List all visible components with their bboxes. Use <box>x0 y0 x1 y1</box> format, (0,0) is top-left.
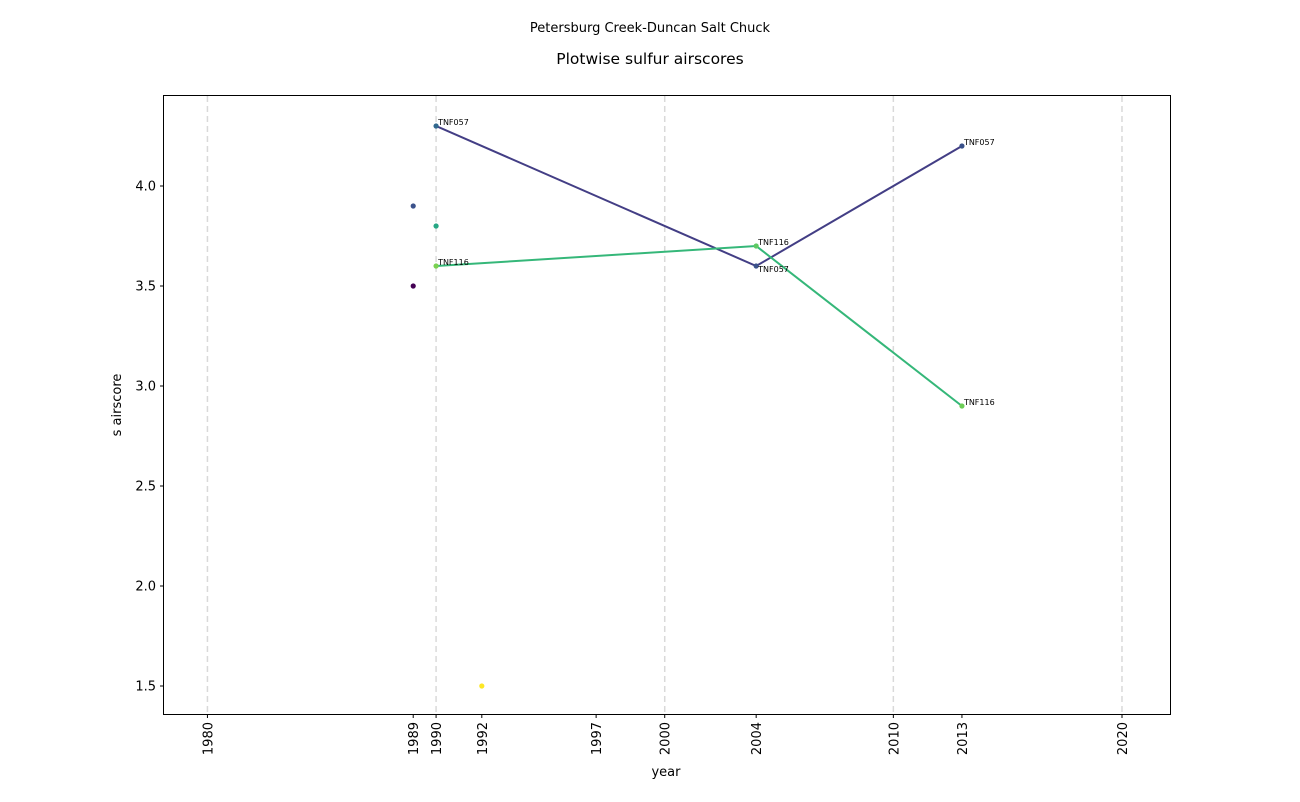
x-axis-ticks: 1980 1989 1990 1992 1997 2000 2004 2010 2013 2020 <box>201 714 1131 755</box>
data-point-8 <box>959 143 965 149</box>
data-point-4 <box>410 283 416 289</box>
x-tick-label-2010: 2010 <box>887 722 902 755</box>
y-tick-label-4: 3.5 <box>135 280 156 295</box>
data-point-6 <box>753 243 759 249</box>
point-label-1-0: TNF116 <box>437 258 469 267</box>
y-tick-label-1: 2.0 <box>135 580 156 595</box>
x-tick-label-2000: 2000 <box>659 722 674 755</box>
y-tick-label-2: 2.5 <box>135 480 156 495</box>
point-labels: TNF057 TNF057 TNF057 TNF116 TNF116 TNF116 <box>437 118 995 407</box>
y-tick-label-0: 1.5 <box>135 680 156 695</box>
series-line-1 <box>436 244 963 407</box>
data-point-3 <box>433 263 439 269</box>
data-point-9 <box>959 403 965 409</box>
point-label-1-1: TNF116 <box>757 238 789 247</box>
y-axis-ticks: 1.5 2.0 2.5 3.0 3.5 4.0 <box>135 180 164 695</box>
x-tick-label-2020: 2020 <box>1116 722 1131 755</box>
x-tick-label-2013: 2013 <box>956 722 971 755</box>
data-point-5 <box>479 683 485 689</box>
x-tick-label-2004: 2004 <box>750 722 765 755</box>
x-axis-label: year <box>651 765 681 780</box>
x-tick-label-1992: 1992 <box>476 722 491 755</box>
y-axis-label: s airscore <box>110 374 125 437</box>
chart-title: Plotwise sulfur airscores <box>556 50 743 68</box>
data-point-7 <box>753 263 759 269</box>
data-points <box>410 123 965 689</box>
data-point-1 <box>410 203 416 209</box>
point-label-0-1: TNF057 <box>757 265 789 274</box>
series-line-0 <box>435 125 963 268</box>
plot-frame <box>163 95 1171 715</box>
x-tick-label-1990: 1990 <box>430 722 445 755</box>
point-label-1-2: TNF116 <box>963 398 995 407</box>
x-tick-label-1980: 1980 <box>201 722 216 755</box>
gridlines <box>206 96 1123 714</box>
y-tick-label-5: 4.0 <box>135 180 156 195</box>
x-tick-label-1989: 1989 <box>407 722 422 755</box>
y-tick-label-3: 3.0 <box>135 380 156 395</box>
x-tick-label-1997: 1997 <box>590 722 605 755</box>
chart-suptitle: Petersburg Creek-Duncan Salt Chuck <box>530 21 771 36</box>
point-label-0-0: TNF057 <box>437 118 469 127</box>
data-point-2 <box>433 223 439 229</box>
point-label-0-2: TNF057 <box>963 138 995 147</box>
series-lines <box>435 125 963 407</box>
data-point-0 <box>433 123 439 129</box>
